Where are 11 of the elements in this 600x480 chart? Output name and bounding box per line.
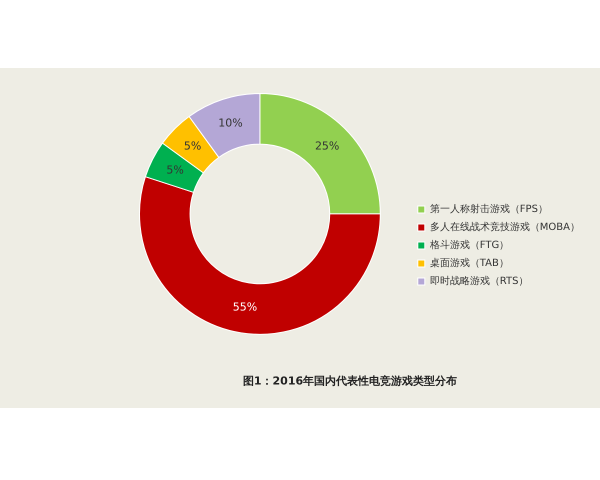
data-label: 5% [166,164,184,177]
legend-label: 桌面游戏（TAB） [430,257,509,270]
data-label: 25% [314,140,340,152]
legend-label: 第一人称射击游戏（FPS） [430,203,548,216]
data-label: 55% [232,300,258,314]
legend-label: 即时战略游戏（RTS） [430,275,528,288]
legend-label: 多人在线战术竞技游戏（MOBA） [430,221,580,234]
text: 图1：2016年国内代表性电竞游戏类型分布 [242,374,458,388]
data-label: 10% [218,116,243,130]
legend-label: 格斗游戏（FTG） [428,239,510,252]
data-label: 5% [184,140,202,152]
